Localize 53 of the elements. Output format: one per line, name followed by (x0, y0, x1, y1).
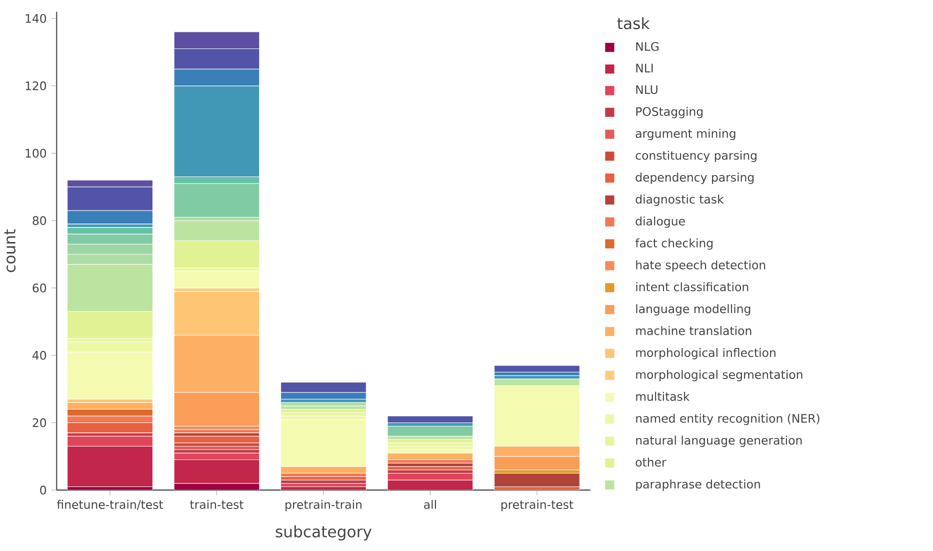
legend-label: dependency parsing (636, 172, 754, 184)
legend-label: morphological segmentation (636, 370, 802, 382)
bar (280, 476, 366, 480)
legend-label: natural language generation (636, 436, 802, 448)
bar (387, 442, 474, 447)
legend-label: paraphrase detection (636, 480, 760, 492)
y-tick-label: 140 (26, 14, 46, 24)
legend-label: diagnostic task (636, 194, 724, 206)
y-tick-label: 40 (32, 351, 46, 360)
bar (174, 271, 260, 288)
bar (280, 412, 366, 416)
x-tick-label: pretrain-test (501, 500, 574, 512)
legend-label: other (636, 458, 666, 467)
bar (494, 365, 580, 373)
bar (174, 436, 260, 444)
legend-label: NLG (636, 42, 659, 52)
bar (387, 446, 474, 450)
legend-label: hate speech detection (636, 260, 766, 272)
y-tick-label: 0 (40, 486, 46, 495)
legend-title: task (617, 17, 650, 30)
y-axis-title: count (4, 229, 16, 272)
legend-label: POStagging (636, 107, 703, 118)
y-tick-label: 120 (26, 82, 46, 90)
legend-label: intent classification (636, 282, 748, 292)
legend-label: NLU (636, 86, 658, 94)
y-tick-label: 20 (32, 418, 46, 428)
x-tick-label: finetune-train/test (56, 500, 164, 510)
legend-label: argument mining (636, 129, 736, 140)
bar (387, 416, 474, 424)
x-axis-title: subcategory (276, 526, 372, 541)
bar (387, 463, 474, 467)
legend-label: language modelling (636, 304, 750, 316)
bar (280, 406, 366, 410)
bar (280, 409, 366, 414)
y-tick-label: 80 (32, 216, 46, 226)
legend-label: named entity recognition (NER) (636, 414, 820, 426)
bar (174, 446, 260, 450)
bar (494, 473, 580, 488)
x-tick-label: train-test (190, 500, 244, 510)
legend-label: fact checking (635, 238, 713, 250)
legend-label: machine translation (636, 326, 752, 336)
y-tick-label: 100 (26, 148, 46, 158)
x-tick-label: all (424, 500, 436, 510)
bar (280, 483, 366, 488)
y-tick-label: 60 (32, 284, 46, 293)
legend-label: NLI (636, 64, 653, 73)
bar (387, 452, 474, 460)
legend-label: morphological inflection (636, 348, 776, 360)
legend-label: constituency parsing (636, 150, 756, 162)
x-tick-label: pretrain-train (286, 500, 362, 512)
bar (387, 426, 474, 437)
legend-label: dialogue (636, 216, 685, 228)
legend-label: multitask (636, 392, 690, 402)
